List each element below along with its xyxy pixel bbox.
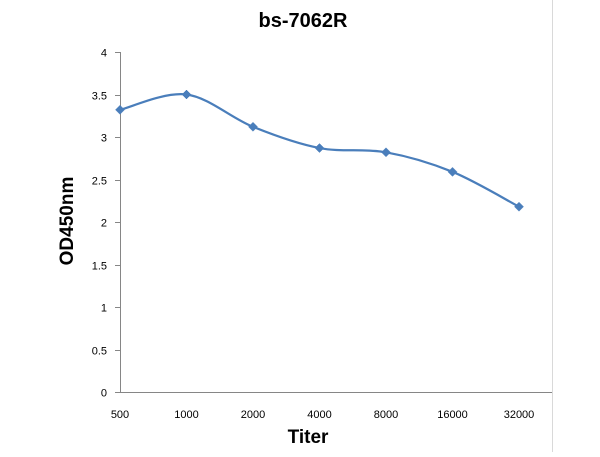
data-point-marker xyxy=(181,89,192,100)
data-point-marker xyxy=(115,104,125,115)
y-tick-label: 2 xyxy=(101,218,107,230)
y-tick-label: 3 xyxy=(101,133,107,145)
y-tick-label: 0.5 xyxy=(92,346,107,358)
y-tick-label: 1.5 xyxy=(92,261,107,273)
x-tick-label: 8000 xyxy=(374,409,398,421)
x-tick-label: 16000 xyxy=(437,409,468,421)
y-axis-title: OD450nm xyxy=(57,177,78,266)
y-tick-label: 4 xyxy=(101,48,107,60)
series-layer xyxy=(115,89,524,212)
y-tick-label: 2.5 xyxy=(92,176,107,188)
x-tick-label: 4000 xyxy=(307,409,331,421)
x-tick-label: 2000 xyxy=(241,409,265,421)
data-point-marker xyxy=(381,147,391,158)
data-point-marker xyxy=(314,143,325,153)
data-point-marker xyxy=(248,121,258,132)
x-axis-title: Titer xyxy=(288,427,329,448)
x-tick-label: 500 xyxy=(111,409,129,421)
x-axis-ticks: 500 1000 2000 4000 8000 16000 32000 xyxy=(111,409,534,421)
y-tick-label: 1 xyxy=(101,303,107,315)
y-axis-ticks: 0 0.5 1 1.5 2 2.5 3 3.5 4 xyxy=(92,48,120,400)
data-point-marker xyxy=(447,166,458,177)
x-tick-label: 32000 xyxy=(504,409,535,421)
data-point-marker xyxy=(514,201,524,212)
chart-title: bs-7062R xyxy=(259,10,348,32)
y-tick-label: 3.5 xyxy=(92,91,107,103)
y-tick-label: 0 xyxy=(101,388,107,400)
x-tick-label: 1000 xyxy=(174,409,198,421)
